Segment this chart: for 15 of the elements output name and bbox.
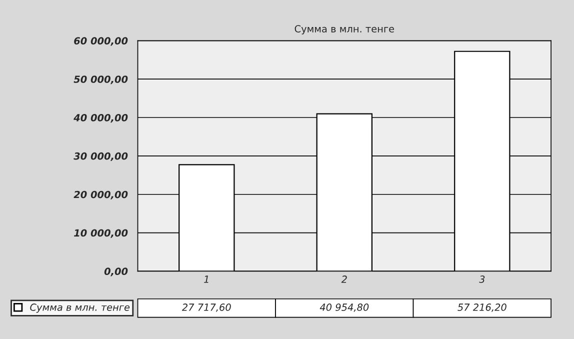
y-tick-label: 10 000,00	[74, 229, 128, 238]
y-tick-label: 0,00	[104, 268, 128, 276]
x-tick-label: 2	[341, 276, 347, 283]
y-tick-label: 20 000,00	[74, 190, 128, 200]
y-tick-label: 60 000,00	[74, 37, 128, 46]
data-label: 57 216,20	[458, 304, 506, 312]
x-tick-label: 3	[479, 276, 485, 283]
x-tick-label: 1	[204, 276, 208, 283]
data-label: 27 717,60	[182, 304, 231, 312]
legend-label: Сумма в млн. тенге	[30, 304, 130, 313]
chart-title: Сумма в млн. тенге	[294, 25, 394, 34]
y-tick-label: 50 000,00	[74, 76, 128, 84]
y-tick-label: 40 000,00	[74, 114, 128, 123]
y-tick-label: 30 000,00	[74, 152, 128, 162]
data-label: 40 954,80	[320, 304, 369, 312]
